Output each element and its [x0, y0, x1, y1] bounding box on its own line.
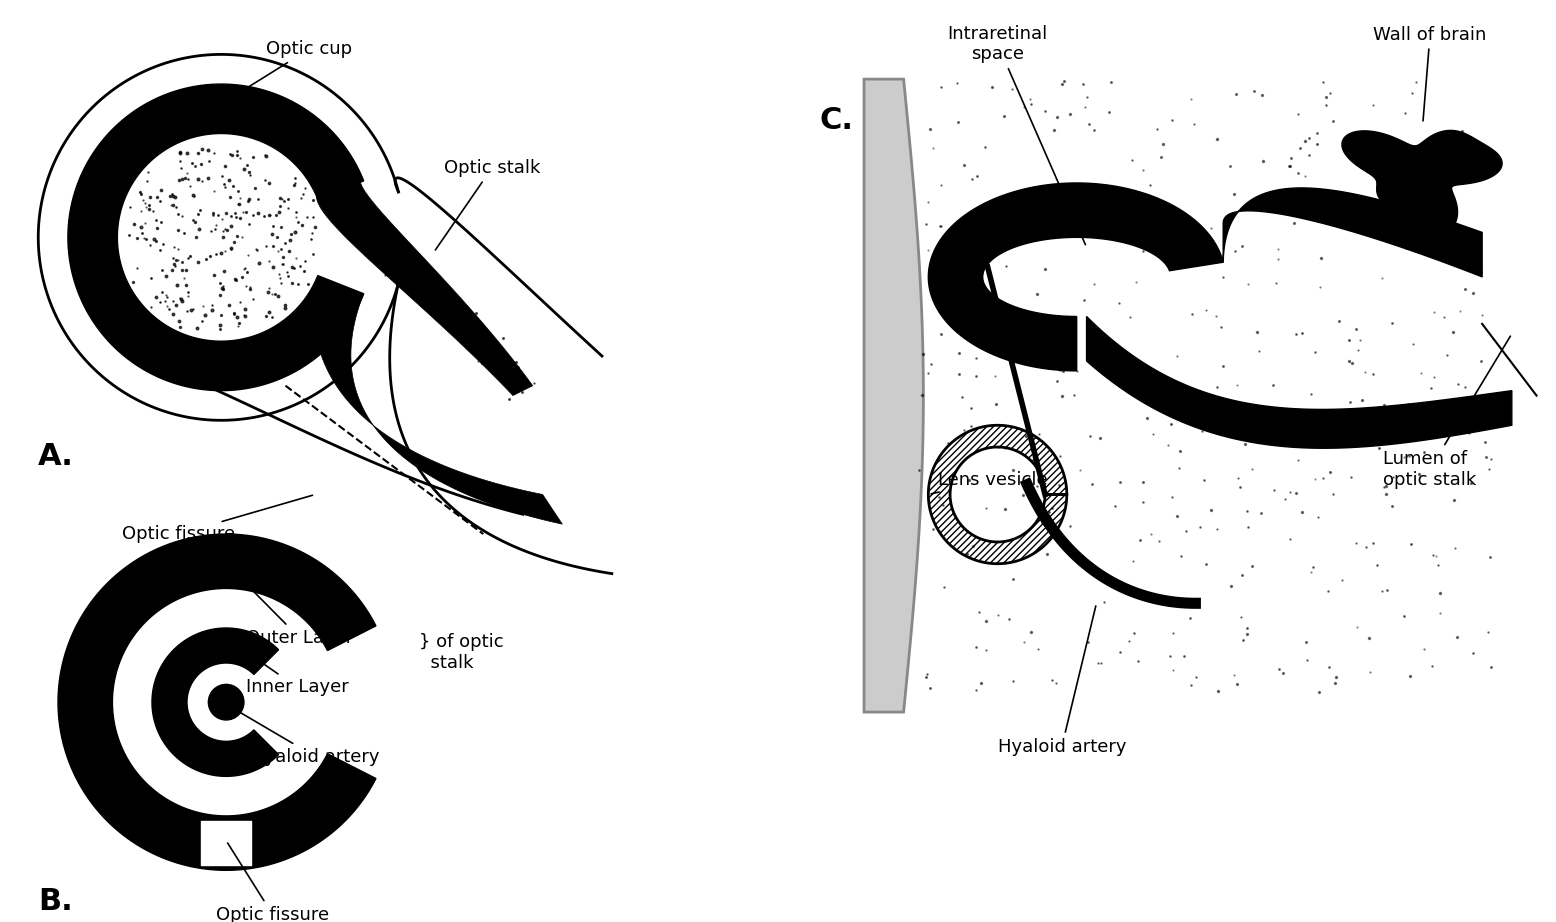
PathPatch shape — [58, 534, 377, 870]
Text: B.: B. — [39, 887, 73, 916]
Text: Wall of brain: Wall of brain — [1374, 26, 1486, 121]
PathPatch shape — [68, 84, 364, 391]
Text: } of optic
  stalk: } of optic stalk — [419, 632, 504, 671]
PathPatch shape — [1086, 316, 1512, 448]
Text: Lumen of
optic stalk: Lumen of optic stalk — [1383, 337, 1511, 489]
Text: C.: C. — [820, 105, 854, 135]
Text: Optic cup: Optic cup — [184, 41, 352, 127]
PathPatch shape — [316, 176, 532, 396]
PathPatch shape — [929, 425, 1067, 563]
Text: Optic fissure: Optic fissure — [216, 843, 330, 922]
Text: Optic stalk: Optic stalk — [436, 160, 540, 250]
Circle shape — [209, 684, 244, 720]
Text: Intraretinal
space: Intraretinal space — [948, 25, 1086, 244]
PathPatch shape — [314, 278, 562, 525]
Text: Outer Layer: Outer Layer — [229, 566, 353, 647]
Text: Optic fissure: Optic fissure — [123, 495, 313, 543]
Text: Inner Layer: Inner Layer — [229, 640, 349, 696]
PathPatch shape — [929, 183, 1223, 371]
PathPatch shape — [1223, 188, 1483, 277]
Text: A.: A. — [39, 442, 75, 471]
Text: Lens vesicle: Lens vesicle — [930, 470, 1047, 494]
PathPatch shape — [864, 79, 923, 712]
Text: Hyaloid artery: Hyaloid artery — [233, 708, 380, 765]
PathPatch shape — [152, 628, 279, 776]
PathPatch shape — [1341, 130, 1502, 234]
Text: Hyaloid artery: Hyaloid artery — [997, 606, 1127, 756]
